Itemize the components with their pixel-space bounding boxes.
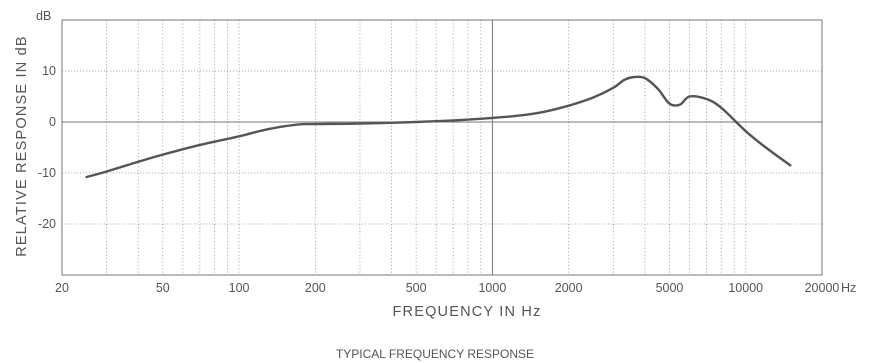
grid-layer — [62, 20, 822, 275]
x-tick-label: 5000 — [656, 281, 684, 295]
plot-frame — [61, 19, 823, 276]
y-tick-label: 0 — [49, 115, 56, 129]
x-axis-title: FREQUENCY IN Hz — [392, 304, 541, 320]
x-tick-label: 200 — [305, 281, 326, 295]
x-tick-label: 20000 — [805, 281, 840, 295]
chart-caption: TYPICAL FREQUENCY RESPONSE — [336, 347, 534, 361]
x-tick-label: 100 — [229, 281, 250, 295]
y-axis-title: RELATIVE RESPONSE IN dB — [14, 35, 30, 257]
y-tick-label: 10 — [42, 64, 56, 78]
x-tick-label: 50 — [156, 281, 170, 295]
series-layer — [85, 75, 792, 179]
tick-layer: 20 50 100 200 500 1000 2000 5000 10000 20000 Hz100… — [38, 64, 856, 295]
x-tick-label: 500 — [406, 281, 427, 295]
x-tick-label: 20 — [55, 281, 69, 295]
y-unit-label: dB — [36, 9, 51, 23]
x-unit-suffix: Hz — [841, 281, 856, 295]
x-tick-label: 2000 — [555, 281, 583, 295]
x-tick-label: 1000 — [478, 281, 506, 295]
frame-layer — [61, 19, 823, 276]
y-tick-label: -20 — [38, 217, 56, 231]
y-tick-label: -10 — [38, 166, 56, 180]
response-curve — [85, 75, 792, 179]
x-tick-label: 10000 — [728, 281, 763, 295]
